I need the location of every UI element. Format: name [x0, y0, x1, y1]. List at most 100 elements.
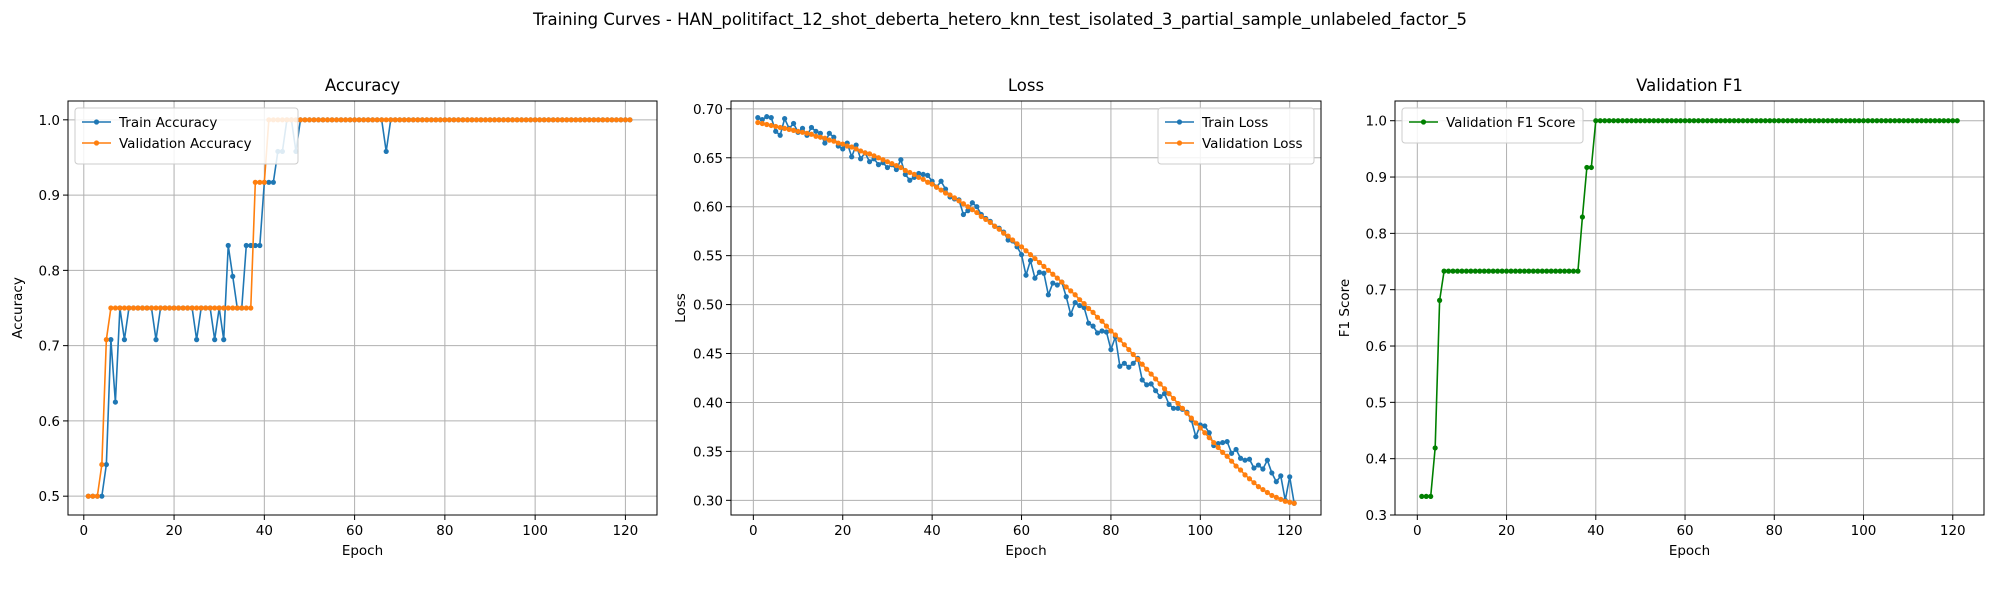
x-axis-label: Epoch [1005, 543, 1046, 559]
data-point [808, 131, 815, 137]
legend-swatch-marker [1176, 119, 1183, 125]
data-point [1646, 118, 1652, 124]
data-point [1166, 391, 1172, 397]
data-point [410, 117, 416, 123]
data-point [1816, 118, 1822, 124]
data-point [1811, 118, 1818, 124]
data-point [875, 162, 882, 168]
data-point [1744, 118, 1751, 124]
data-point [849, 144, 855, 150]
legend-swatch-marker [93, 119, 100, 125]
data-point [1945, 118, 1951, 124]
data-point [157, 305, 164, 311]
data-point [460, 117, 466, 123]
data-point [1548, 268, 1554, 274]
data-point [383, 148, 389, 155]
data-point [1776, 118, 1782, 124]
data-point [866, 151, 873, 157]
data-point [1018, 252, 1025, 258]
data-point [898, 157, 904, 163]
data-point [960, 201, 967, 207]
data-point [1184, 410, 1190, 416]
legend-label: Validation Loss [1202, 136, 1303, 152]
data-point [1108, 346, 1114, 353]
data-point [478, 117, 484, 123]
data-point [1557, 268, 1563, 274]
data-point [1054, 275, 1060, 281]
series-1 [1419, 118, 1960, 500]
data-point [1059, 279, 1065, 285]
data-point [983, 216, 989, 223]
data-point [1121, 360, 1127, 366]
data-point [446, 117, 452, 123]
data-point [577, 117, 583, 123]
x-tick-label: 120 [1940, 523, 1966, 539]
data-point [925, 179, 931, 185]
data-point [1561, 268, 1568, 274]
data-point [916, 170, 922, 177]
x-tick-label: 100 [1187, 523, 1213, 539]
data-point [1273, 479, 1279, 485]
data-point [1161, 386, 1168, 392]
data-point [893, 162, 899, 169]
data-point [1490, 268, 1496, 274]
data-point [1251, 465, 1257, 471]
data-point [112, 399, 118, 405]
data-point [1099, 318, 1105, 324]
data-point [1063, 294, 1069, 300]
data-point [956, 198, 962, 204]
data-point [320, 117, 326, 123]
data-point [1669, 118, 1675, 124]
data-point [1838, 118, 1844, 124]
y-tick-label: 0.60 [693, 200, 723, 216]
data-point [248, 305, 254, 311]
data-point [126, 305, 132, 311]
data-point [826, 137, 832, 143]
data-point [1269, 492, 1275, 499]
x-tick-label: 20 [165, 523, 182, 539]
data-point [1602, 118, 1608, 124]
x-tick-label: 60 [1013, 523, 1030, 539]
data-point [817, 130, 823, 136]
data-point [261, 179, 267, 185]
data-point [862, 150, 868, 156]
data-point [965, 208, 971, 214]
data-point [1130, 360, 1136, 366]
data-point [1499, 268, 1505, 274]
data-point [451, 117, 457, 123]
data-point [1851, 118, 1858, 124]
data-point [1695, 118, 1702, 124]
data-point [1050, 280, 1056, 286]
data-point [1950, 118, 1956, 124]
data-point [1878, 118, 1884, 124]
data-point [1103, 329, 1110, 335]
data-point [1472, 268, 1478, 274]
data-point [406, 117, 412, 123]
data-point [1664, 118, 1670, 124]
data-point [613, 117, 619, 123]
data-point [822, 140, 828, 146]
data-point [1642, 118, 1648, 124]
data-point [1206, 430, 1212, 436]
data-point [1651, 118, 1657, 124]
data-point [505, 117, 511, 123]
legend-label: Validation Accuracy [119, 136, 252, 152]
data-point [361, 117, 367, 123]
data-point [1860, 118, 1867, 124]
data-point [1175, 405, 1181, 411]
data-point [194, 305, 200, 311]
data-point [1767, 118, 1773, 124]
data-point [1206, 435, 1212, 441]
data-point [1619, 118, 1626, 124]
y-tick-label: 0.35 [693, 444, 723, 460]
legend-label: Validation F1 Score [1446, 115, 1575, 131]
data-point [1740, 118, 1746, 124]
data-point [252, 242, 258, 249]
data-point [537, 117, 543, 123]
data-point [1856, 118, 1862, 124]
data-point [230, 273, 236, 279]
data-point [442, 117, 448, 123]
data-point [496, 117, 502, 123]
data-point [1923, 118, 1929, 124]
y-tick-label: 0.55 [693, 249, 723, 265]
